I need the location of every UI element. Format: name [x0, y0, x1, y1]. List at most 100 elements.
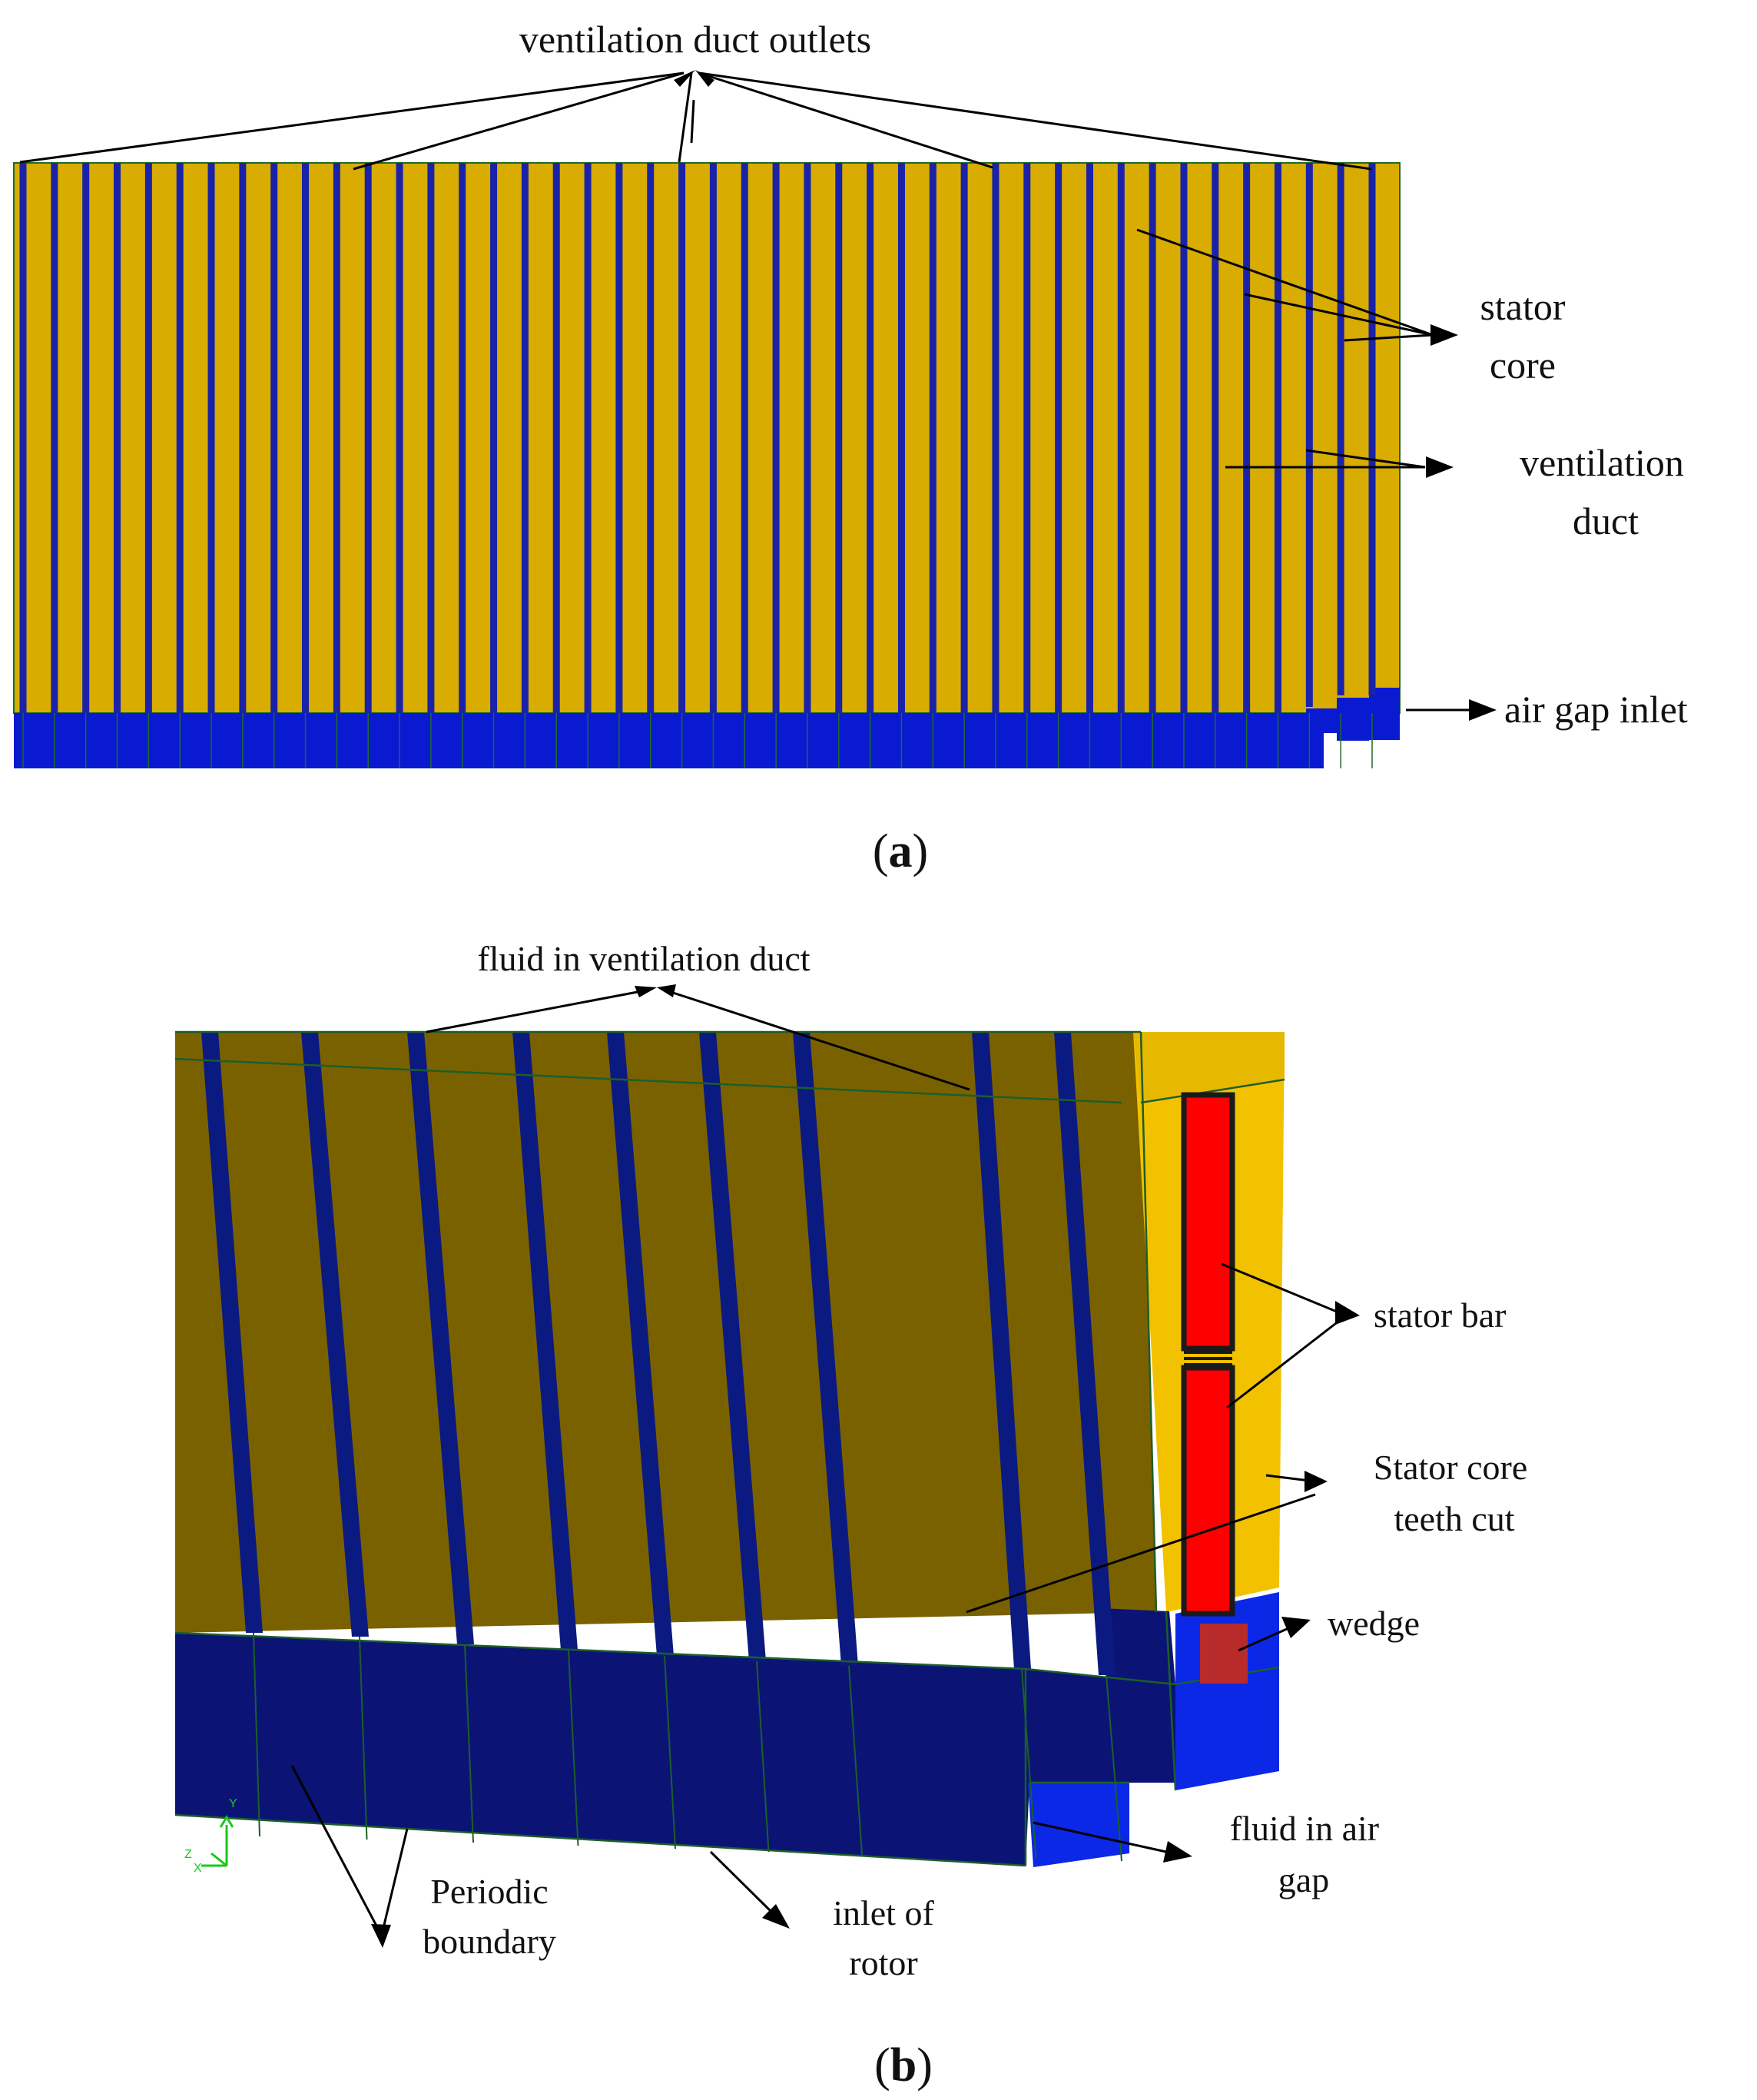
label-stator-bar: stator bar — [1374, 1295, 1506, 1335]
panel-b: Y Z X fluid in ventilation duct stator b… — [174, 939, 1527, 2092]
teeth-cut-arrows — [966, 1471, 1328, 1614]
inlet-rotor-arrowhead — [762, 1904, 790, 1929]
ventilation-duct-b — [512, 1032, 578, 1650]
fluid-duct-arrows — [426, 984, 970, 1091]
stator-core-arrows — [1136, 228, 1458, 346]
fluid-mesh-line — [664, 1655, 676, 1850]
ventilation-duct-a — [1180, 163, 1188, 713]
caption-b: (b) — [874, 2039, 933, 2092]
ventilation-duct-a — [804, 163, 811, 713]
ventilation-duct-b — [699, 1032, 766, 1661]
ventilation-ducts-b — [201, 1032, 1122, 1862]
ventilation-duct-a — [114, 163, 121, 713]
panel-a: ventilation duct outlets stator core ven… — [13, 18, 1688, 877]
fluid-air-gap-arrow — [1033, 1821, 1192, 1863]
ventilation-duct-a — [709, 163, 717, 713]
stator-bar-upper — [1181, 1092, 1235, 1352]
ventilation-duct-a — [239, 163, 247, 713]
ventilation-duct-a — [1337, 163, 1344, 695]
stator-bar-arrows — [1221, 1262, 1360, 1409]
ventilation-duct-a — [992, 163, 1000, 713]
label-fluid-in-ventilation-duct: fluid in ventilation duct — [477, 939, 810, 978]
fluid-mesh-line — [253, 1632, 260, 1837]
ventilation-duct-a — [176, 163, 184, 713]
ventilation-duct-b — [407, 1032, 474, 1644]
ventilation-duct-a — [459, 163, 466, 713]
fluid-mesh-line — [359, 1636, 368, 1840]
label-inlet-rotor-line1: inlet of — [833, 1893, 934, 1932]
ventilation-duct-a — [584, 163, 592, 713]
ventilation-duct-a — [364, 163, 372, 713]
outlet-arrows — [19, 70, 1372, 171]
ventilation-duct-a — [1274, 163, 1281, 713]
label-periodic-line2: boundary — [423, 1922, 556, 1961]
ventilation-duct-a — [835, 163, 843, 713]
ventilation-duct-a — [929, 163, 937, 713]
ventilation-duct-a — [302, 163, 310, 713]
air-gap-step-1 — [1306, 708, 1337, 733]
label-stator-core-line1: stator — [1480, 285, 1565, 328]
fluid-mesh-line — [756, 1660, 770, 1853]
wedge-block — [1200, 1624, 1248, 1684]
air-gap-step-2 — [1337, 698, 1369, 741]
air-gap-step-3 — [1369, 688, 1400, 740]
wedge-arrowhead — [1281, 1617, 1311, 1638]
mesh-lines — [174, 1030, 1285, 1867]
fluid-rotor-region — [175, 1633, 1175, 1866]
air-gap-inlet-arrowhead — [1469, 699, 1497, 721]
ventilation-duct-a — [270, 163, 278, 713]
label-ventilation-duct-line1: ventilation — [1520, 441, 1684, 484]
ventilation-duct-arrowhead — [1426, 456, 1454, 478]
ventilation-duct-b — [201, 1032, 263, 1633]
ventilation-duct-a — [207, 163, 215, 713]
fluid-mesh-line — [464, 1644, 474, 1843]
caption-a: (a) — [873, 825, 928, 877]
ventilation-duct-a — [1149, 163, 1156, 713]
label-ventilation-duct-line2: duct — [1573, 499, 1639, 542]
teeth-cut-arrowhead — [1304, 1471, 1328, 1492]
ventilation-duct-a — [19, 163, 27, 713]
ventilation-duct-arrows — [1225, 449, 1454, 478]
triad-y-label: Y — [229, 1797, 237, 1810]
stator-bar-lower — [1181, 1365, 1235, 1617]
stator-bar-insulation — [1184, 1351, 1232, 1366]
ventilation-duct-a — [897, 163, 905, 713]
stator-core-block — [13, 162, 1401, 714]
label-fluid-air-gap-line2: gap — [1278, 1860, 1329, 1899]
ventilation-duct-a — [1117, 163, 1125, 713]
ventilation-duct-a — [1305, 163, 1313, 707]
triad-z-label: Z — [184, 1848, 192, 1861]
ventilation-duct-a — [82, 163, 90, 713]
label-fluid-air-gap-line1: fluid in air — [1230, 1809, 1379, 1848]
ventilation-duct-a — [144, 163, 152, 713]
ventilation-duct-b — [607, 1032, 674, 1656]
ventilation-duct-a — [615, 163, 623, 713]
fluid-air-gap-arrowhead — [1163, 1841, 1192, 1863]
ventilation-duct-b — [1054, 1032, 1116, 1675]
periodic-boundary-arrowhead — [371, 1924, 391, 1948]
inlet-rotor-arrow — [709, 1850, 790, 1929]
ventilation-duct-a — [51, 163, 58, 713]
label-inlet-rotor-line2: rotor — [849, 1943, 917, 1982]
ventilation-duct-a — [396, 163, 403, 713]
air-gap-inlet-arrow — [1406, 699, 1497, 721]
periodic-boundary-arrows — [290, 1765, 409, 1948]
ventilation-duct-a — [490, 163, 498, 713]
fluid-mesh-line — [1106, 1674, 1122, 1862]
label-air-gap-inlet: air gap inlet — [1504, 688, 1688, 731]
ventilation-duct-a — [521, 163, 529, 713]
stator-bar-arrowhead — [1335, 1301, 1360, 1325]
coordinate-triad — [201, 1815, 234, 1867]
triad-x-label: X — [194, 1862, 202, 1875]
fluid-mesh-line — [568, 1650, 579, 1846]
panel-a-geometry — [13, 162, 1401, 768]
fluid-mesh-line — [1021, 1668, 1037, 1859]
ventilation-duct-a — [1055, 163, 1062, 713]
ventilation-duct-a — [1368, 163, 1376, 695]
ventilation-duct-b — [972, 1032, 1031, 1669]
ventilation-duct-a — [647, 163, 655, 713]
ventilation-duct-a — [333, 163, 340, 713]
ventilation-duct-a — [960, 163, 968, 713]
ventilation-duct-a — [867, 163, 874, 713]
